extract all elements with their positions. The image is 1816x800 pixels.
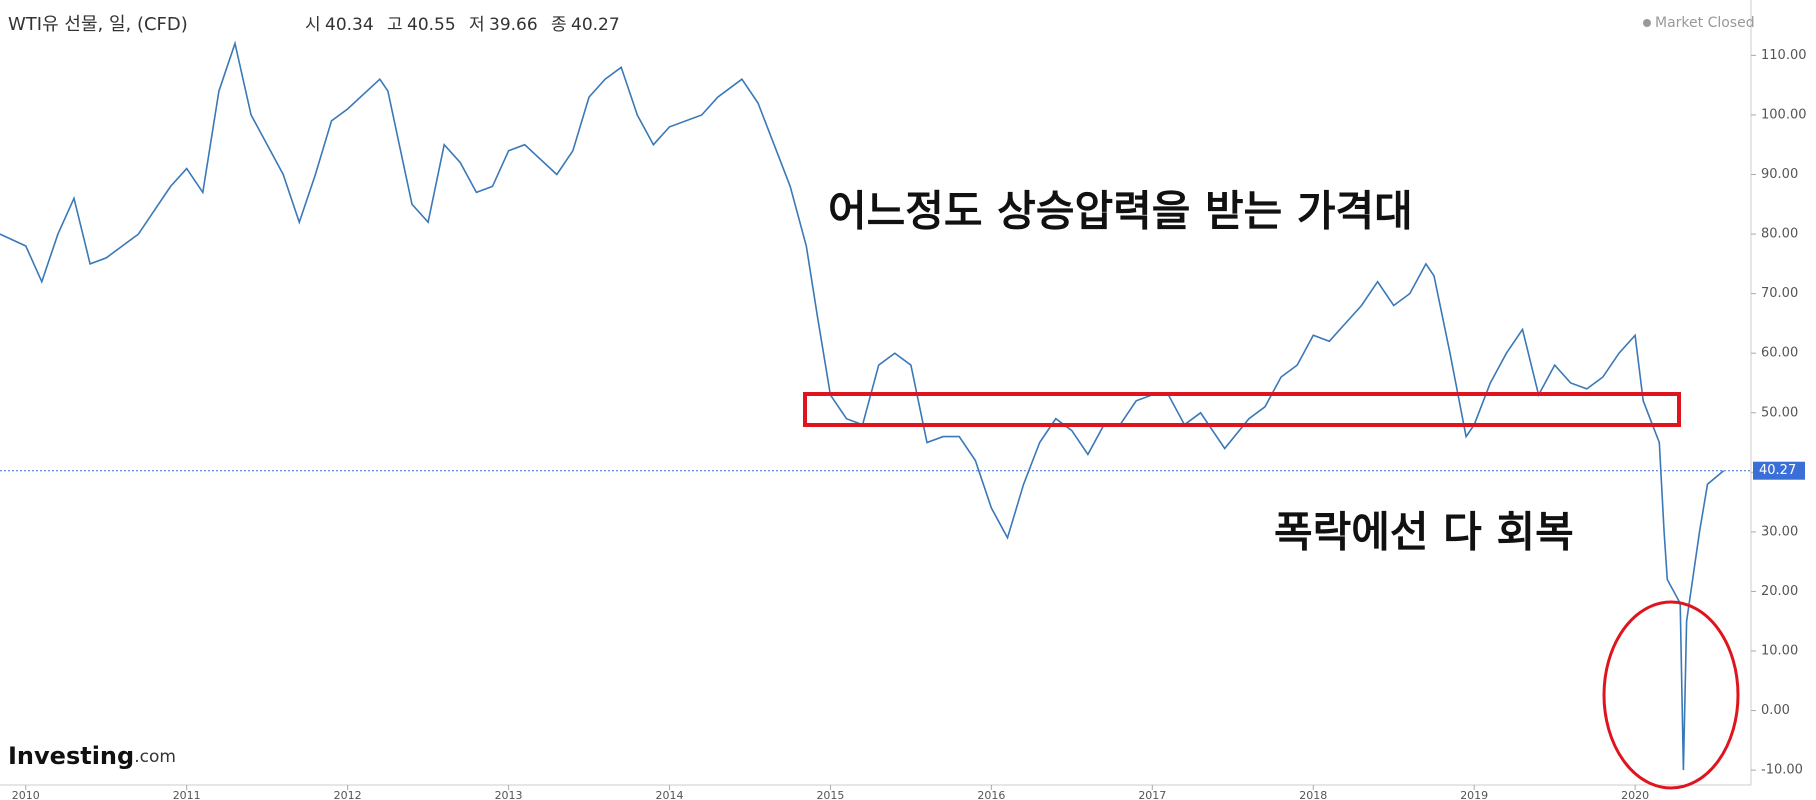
ohlc-value: 40.55	[407, 15, 456, 35]
ohlc-label: 시	[305, 15, 321, 35]
y-tick-label: 60.00	[1761, 346, 1798, 361]
ohlc-value: 39.66	[489, 15, 538, 35]
chart-title[interactable]: WTI유 선물, 일, (CFD)	[8, 14, 188, 35]
ohlc-label: 고	[387, 15, 403, 35]
annotation: 폭락에선 다 회복	[1274, 508, 1574, 557]
ohlc-label: 저	[469, 15, 485, 35]
x-tick-label: 2016	[977, 789, 1005, 800]
y-tick-label: 70.00	[1761, 286, 1798, 301]
x-tick-label: 2012	[334, 789, 362, 800]
y-tick-label: 50.00	[1761, 405, 1798, 420]
y-tick-label: 100.00	[1761, 107, 1807, 122]
y-tick-label: 110.00	[1761, 48, 1807, 63]
x-tick-label: 2010	[12, 789, 40, 800]
plot: -10.000.0010.0020.0030.0040.0050.0060.00…	[0, 40, 1807, 800]
logo-suffix: .com	[134, 747, 176, 767]
logo-text: Investing	[8, 742, 134, 770]
ohlc: 시 40.34 고 40.55 저 39.66 종 40.27	[305, 15, 620, 35]
highlight-circle	[1602, 600, 1740, 790]
last-price-label: 40.27	[1759, 463, 1796, 478]
annotation: 어느정도 상승압력을 받는 가격대	[828, 187, 1413, 236]
x-tick-label: 2011	[173, 789, 201, 800]
y-tick-label: -10.00	[1761, 763, 1803, 778]
logo: Investing.com	[8, 742, 176, 770]
y-tick-label: 30.00	[1761, 524, 1798, 539]
ohlc-value: 40.27	[571, 15, 620, 35]
y-tick-label: 80.00	[1761, 227, 1798, 242]
ohlc-label: 종	[551, 15, 567, 35]
price-line	[0, 40, 1725, 771]
x-tick-label: 2013	[495, 789, 523, 800]
x-tick-label: 2018	[1299, 789, 1327, 800]
x-tick-label: 2020	[1621, 789, 1649, 800]
ohlc-value: 40.34	[325, 15, 374, 35]
x-tick-label: 2019	[1460, 789, 1488, 800]
y-tick-label: 90.00	[1761, 167, 1798, 182]
last-price-box	[1753, 461, 1805, 480]
y-tick-label: 20.00	[1761, 584, 1798, 599]
x-tick-label: 2017	[1138, 789, 1166, 800]
x-tick-label: 2014	[656, 789, 684, 800]
y-tick-label: 0.00	[1761, 703, 1790, 718]
y-tick-label: 10.00	[1761, 643, 1798, 658]
highlight-box	[803, 392, 1681, 427]
status-dot	[1643, 19, 1651, 27]
x-tick-label: 2015	[816, 789, 844, 800]
market-status: Market Closed	[1655, 15, 1755, 31]
